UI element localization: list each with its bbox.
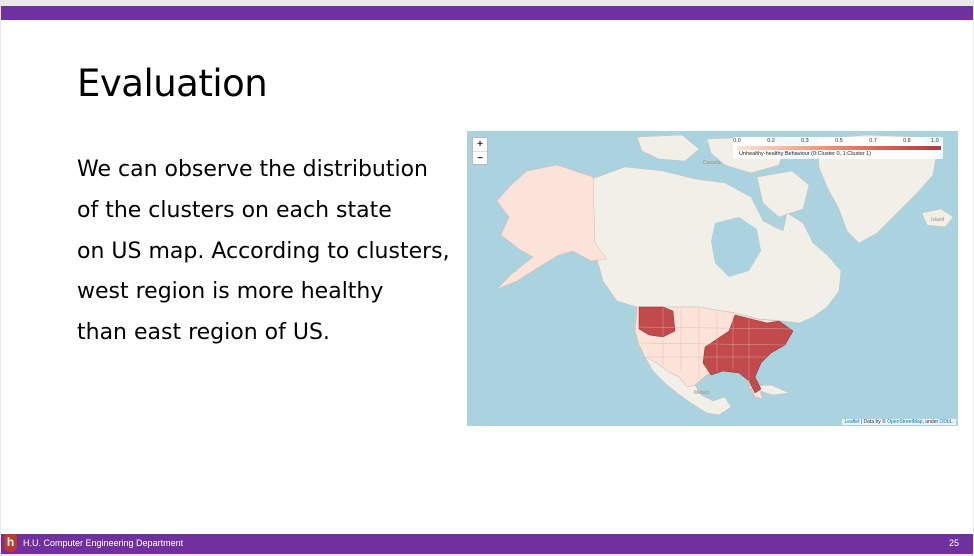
zoom-in-button[interactable]: +: [473, 138, 487, 152]
slide-body-text: We can observe the distribution of the c…: [77, 150, 477, 354]
slide: Evaluation We can observe the distributi…: [1, 6, 973, 554]
footer-bar: h H.U. Computer Engineering Department 2…: [1, 534, 973, 554]
leaflet-link[interactable]: Leaflet: [844, 419, 860, 425]
map-canvas: Canada Mexico Island: [467, 131, 958, 426]
body-line: than east region of US.: [77, 320, 330, 346]
mexico-map-label: Mexico: [694, 390, 710, 396]
cluster-1-east: [702, 314, 794, 394]
hudson-bay: [711, 217, 761, 277]
legend-tick: 1.0: [931, 138, 939, 144]
legend-tick: 0.3: [801, 138, 809, 144]
body-line: of the clusters on each state: [77, 197, 392, 223]
footer-department: H.U. Computer Engineering Department: [23, 538, 184, 548]
island-map-label: Island: [931, 217, 945, 223]
iceland-land: [921, 208, 954, 228]
top-accent-bar: [1, 6, 973, 20]
map-zoom-control: + −: [472, 137, 488, 165]
odbl-link[interactable]: ODbL.: [939, 419, 954, 425]
body-line: We can observe the distribution: [77, 157, 428, 182]
mexico-land: [644, 356, 732, 416]
attribution-text: | Data by ©: [859, 419, 888, 425]
state-borders: [638, 307, 794, 381]
canada-map-label: Canada: [703, 160, 721, 166]
map-attribution: Leaflet | Data by © OpenStreetMap, under…: [842, 419, 956, 425]
university-logo-icon: h: [4, 534, 17, 552]
legend-ticks: 0.0 0.2 0.3 0.5 0.7 0.8 1.0: [733, 137, 941, 145]
slide-title: Evaluation: [77, 62, 268, 105]
legend-color-bar: [737, 146, 941, 150]
legend-tick: 0.7: [869, 138, 877, 144]
slide-page-number: 25: [948, 538, 959, 548]
legend-label: Unhealthy-healthy Behaviour (0:Cluster 0…: [739, 151, 872, 157]
attribution-suffix: , under: [922, 419, 940, 425]
legend-tick: 0.8: [903, 138, 911, 144]
legend-tick: 0.2: [767, 138, 775, 144]
cluster-1-northwest: [638, 306, 676, 338]
body-line: on US map. According to clusters,: [77, 238, 450, 264]
zoom-out-button[interactable]: −: [477, 153, 483, 164]
alaska-land: [496, 164, 608, 290]
us-cluster-map[interactable]: Canada Mexico Island + − 0.0 0.2 0.3 0.5…: [467, 131, 958, 426]
map-legend: 0.0 0.2 0.3 0.5 0.7 0.8 1.0 Unhealthy-he…: [733, 137, 943, 159]
body-line: west region is more healthy: [77, 279, 384, 305]
osm-link[interactable]: OpenStreetMap: [887, 419, 923, 425]
legend-tick: 0.5: [835, 138, 843, 144]
legend-tick: 0.0: [733, 138, 741, 144]
